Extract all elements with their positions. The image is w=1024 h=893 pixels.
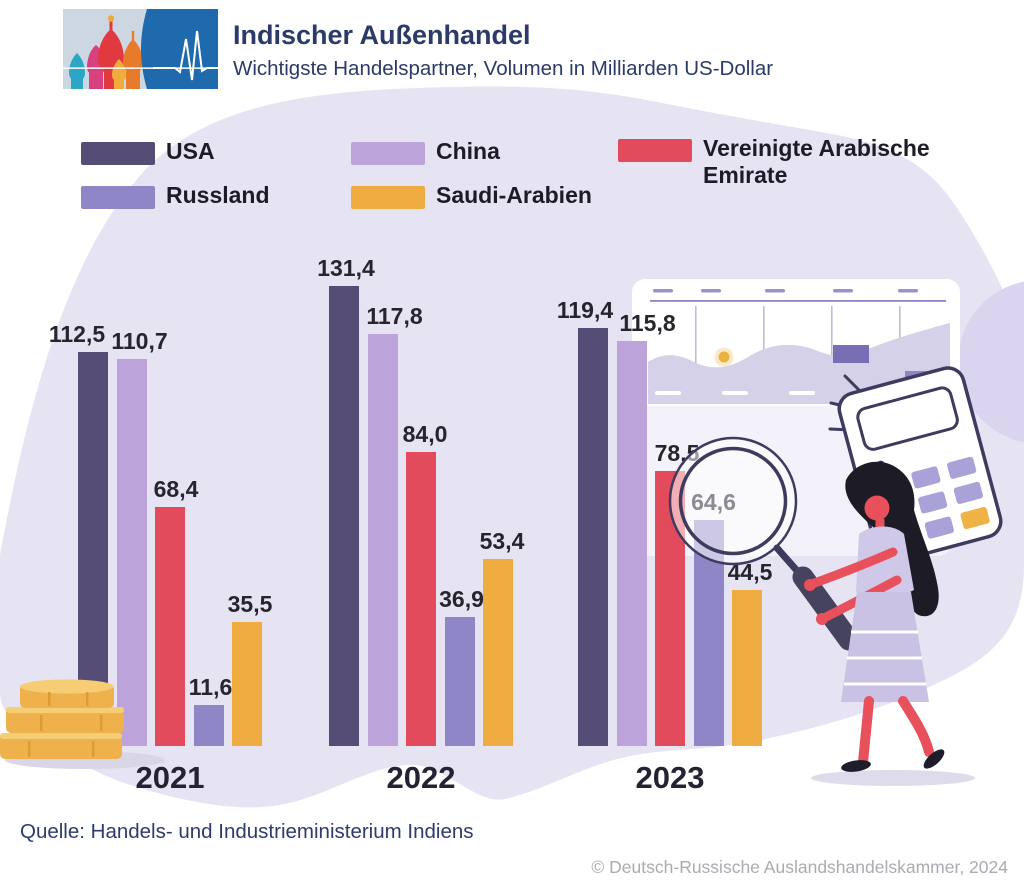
dashboard-bar-2: [905, 371, 944, 388]
logo-baseline: [63, 67, 218, 69]
value-label-russland-2022: 36,9: [439, 585, 484, 612]
value-label-vereinigte-arabische-emirate-2023: 78,5: [654, 440, 700, 467]
bar-vereinigte-arabische-emirate-2021: [155, 506, 185, 746]
legend-label-usa: USA: [166, 138, 215, 164]
source-note: Quelle: Handels- und Industrieministeriu…: [20, 820, 474, 843]
legend-swatch-china: [351, 142, 425, 165]
woman-shadow: [811, 770, 975, 786]
legend-swatch-russland: [81, 186, 155, 209]
value-label-russland-2023: 64,6: [691, 488, 736, 515]
legend-label-vereinigte-arabische-emirate: Vereinigte Arabische Emirate: [703, 135, 930, 188]
ahk-logo: [63, 9, 218, 89]
woman-shoe-1: [841, 760, 871, 772]
woman-arm-1: [807, 547, 898, 589]
bar-usa-2023: [578, 328, 608, 746]
pulse-line-icon: [153, 30, 218, 81]
legend-swatch-usa: [81, 142, 155, 165]
bar-russland-2023: [693, 519, 724, 746]
bar-saudi-arabien-2023: [732, 590, 762, 746]
dashboard-bar-1: [833, 345, 869, 363]
value-label-saudi-arabien-2022: 53,4: [479, 528, 525, 555]
value-label-china-2023: 115,8: [619, 309, 676, 336]
woman-arm-2: [819, 575, 902, 623]
blob-circle: [958, 281, 1024, 443]
value-label-vereinigte-arabische-emirate-2022: 84,0: [402, 421, 448, 447]
value-label-saudi-arabien-2021: 35,5: [227, 590, 273, 617]
bar-usa-2022: [329, 286, 359, 746]
category-label-2021: 2021: [135, 760, 205, 795]
dashboard-columns: [695, 306, 901, 388]
category-label-2023: 2023: [635, 760, 705, 795]
woman-leg-2: [898, 696, 934, 757]
legend-swatch-vereinigte-arabische-emirate: [618, 139, 692, 162]
bar-russland-2021: [193, 705, 224, 746]
value-label-usa-2022: 131,4: [317, 255, 375, 282]
woman-skirt: [841, 592, 929, 702]
bar-usa-2021: [78, 352, 108, 746]
value-label-china-2021: 110,7: [111, 327, 168, 354]
bar-china-2022: [367, 333, 398, 746]
legend-swatch-saudi-arabien: [351, 186, 425, 209]
legend-label-russland: Russland: [166, 182, 270, 208]
woman-shoe-2: [923, 749, 945, 769]
legend-label-saudi-arabien: Saudi-Arabien: [436, 182, 592, 208]
value-label-china-2022: 117,8: [366, 302, 423, 329]
dashboard-bottom-dashes-icon: [655, 391, 944, 395]
value-label-russland-2021: 11,6: [188, 674, 233, 701]
legend-label-china: China: [436, 138, 500, 164]
bar-china-2021: [116, 358, 147, 746]
bar-russland-2022: [444, 616, 475, 746]
dashboard-divider: [650, 300, 946, 302]
st-basil-domes-icon: [69, 15, 143, 89]
logo-blue-panel: [141, 9, 218, 89]
value-label-saudi-arabien-2023: 44,5: [727, 559, 773, 586]
dashboard-top-dashes-icon: [653, 289, 918, 293]
bar-china-2023: [616, 340, 647, 746]
dashboard-dot-halo: [714, 347, 734, 367]
category-label-2022: 2022: [386, 760, 456, 795]
woman-leg-1: [858, 696, 874, 767]
dashboard-dot: [718, 351, 730, 363]
value-label-vereinigte-arabische-emirate-2021: 68,4: [153, 475, 199, 502]
copyright-note: © Deutsch-Russische Auslandshandelskamme…: [591, 857, 1008, 877]
page-title: Indischer Außenhandel: [233, 20, 531, 50]
page-subtitle: Wichtigste Handelspartner, Volumen in Mi…: [233, 57, 774, 80]
dashboard-panel: [632, 279, 960, 406]
